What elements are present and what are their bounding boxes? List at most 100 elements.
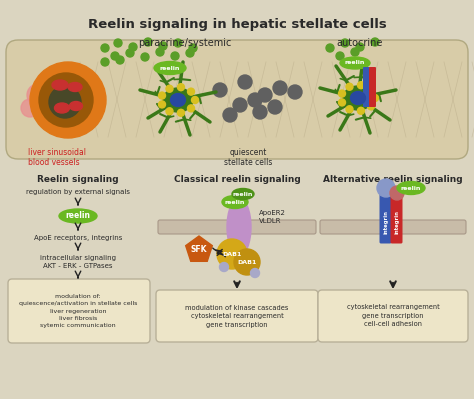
Circle shape	[166, 85, 173, 92]
Circle shape	[338, 99, 346, 106]
Circle shape	[49, 86, 81, 118]
Circle shape	[27, 84, 49, 106]
Text: reelin: reelin	[65, 211, 91, 221]
Circle shape	[116, 56, 124, 64]
Circle shape	[357, 82, 365, 89]
Text: integrin: integrin	[394, 210, 400, 234]
Circle shape	[356, 43, 364, 51]
Ellipse shape	[59, 209, 97, 223]
Circle shape	[177, 84, 184, 91]
Circle shape	[129, 43, 137, 51]
Ellipse shape	[154, 61, 186, 75]
FancyBboxPatch shape	[6, 40, 468, 159]
Circle shape	[351, 48, 359, 56]
Ellipse shape	[55, 103, 70, 113]
Text: reelin: reelin	[225, 200, 245, 205]
Ellipse shape	[222, 196, 248, 209]
Ellipse shape	[232, 188, 254, 200]
Ellipse shape	[68, 83, 82, 91]
Circle shape	[288, 85, 302, 99]
Circle shape	[371, 38, 379, 46]
Circle shape	[188, 88, 194, 95]
FancyBboxPatch shape	[320, 220, 466, 234]
Text: autocrine: autocrine	[337, 38, 383, 48]
Text: DAB1: DAB1	[222, 251, 242, 257]
Circle shape	[253, 105, 267, 119]
Circle shape	[268, 100, 282, 114]
Text: quiescent
stellate cells: quiescent stellate cells	[224, 148, 272, 168]
Circle shape	[171, 52, 179, 60]
Ellipse shape	[343, 86, 373, 110]
Circle shape	[341, 39, 349, 47]
Circle shape	[158, 92, 165, 99]
Circle shape	[219, 263, 228, 271]
Circle shape	[186, 49, 194, 57]
Circle shape	[326, 44, 334, 52]
Ellipse shape	[163, 88, 193, 112]
Circle shape	[101, 58, 109, 66]
Text: regulation by external signals: regulation by external signals	[26, 189, 130, 195]
Circle shape	[188, 105, 194, 112]
Circle shape	[35, 102, 55, 122]
FancyBboxPatch shape	[363, 67, 370, 107]
Circle shape	[367, 103, 374, 110]
FancyBboxPatch shape	[380, 188, 392, 243]
Circle shape	[372, 95, 379, 101]
Text: Reelin signaling: Reelin signaling	[37, 175, 119, 184]
Ellipse shape	[171, 93, 185, 107]
Text: liver sinusoidal
blood vessels: liver sinusoidal blood vessels	[28, 148, 86, 168]
Ellipse shape	[350, 91, 365, 105]
FancyBboxPatch shape	[391, 188, 402, 243]
Circle shape	[114, 39, 122, 47]
Text: paracrine/systemic: paracrine/systemic	[138, 38, 232, 48]
Circle shape	[166, 108, 173, 115]
Text: reelin: reelin	[160, 65, 180, 71]
Text: intracellular signaling
AKT - ERK - GTPases: intracellular signaling AKT - ERK - GTPa…	[40, 255, 116, 269]
Circle shape	[234, 249, 260, 275]
FancyBboxPatch shape	[369, 67, 376, 107]
FancyBboxPatch shape	[156, 290, 318, 342]
Text: DAB1: DAB1	[237, 259, 257, 265]
Text: ApoER2
VLDLR: ApoER2 VLDLR	[259, 210, 286, 224]
Text: reelin: reelin	[401, 186, 421, 190]
FancyBboxPatch shape	[158, 220, 316, 234]
Text: Classical reelin signaling: Classical reelin signaling	[173, 175, 301, 184]
Circle shape	[217, 239, 247, 269]
Ellipse shape	[397, 182, 425, 194]
Circle shape	[238, 75, 252, 89]
Circle shape	[336, 52, 344, 60]
Ellipse shape	[340, 57, 370, 69]
Ellipse shape	[227, 198, 251, 256]
Ellipse shape	[70, 101, 82, 111]
Circle shape	[346, 83, 353, 90]
Text: integrin: integrin	[383, 210, 389, 234]
Text: Alternative reelin signaling: Alternative reelin signaling	[323, 175, 463, 184]
Circle shape	[144, 38, 152, 46]
Circle shape	[189, 44, 197, 52]
Circle shape	[30, 62, 106, 138]
Circle shape	[101, 44, 109, 52]
Text: Reelin signaling in hepatic stellate cells: Reelin signaling in hepatic stellate cel…	[88, 18, 386, 31]
Circle shape	[177, 109, 184, 116]
Circle shape	[273, 81, 287, 95]
Circle shape	[390, 186, 404, 200]
Circle shape	[367, 86, 374, 93]
Text: modulation of kinase cascades
cytoskeletal rearrangement
gene transcription: modulation of kinase cascades cytoskelet…	[185, 304, 289, 328]
Text: reelin: reelin	[233, 192, 253, 196]
Circle shape	[39, 73, 93, 127]
Circle shape	[338, 90, 346, 97]
Text: ApoE receptors, integrins: ApoE receptors, integrins	[34, 235, 122, 241]
Circle shape	[174, 39, 182, 47]
Circle shape	[141, 53, 149, 61]
Circle shape	[158, 101, 165, 108]
Circle shape	[357, 107, 365, 114]
FancyBboxPatch shape	[8, 279, 150, 343]
Text: modulation of:
quiescence/activation in stellate cells
liver regeneration
liver : modulation of: quiescence/activation in …	[19, 294, 137, 328]
Circle shape	[248, 93, 262, 107]
Circle shape	[258, 88, 272, 102]
Circle shape	[159, 42, 167, 50]
Ellipse shape	[52, 80, 68, 90]
FancyBboxPatch shape	[318, 290, 468, 342]
Circle shape	[233, 98, 247, 112]
Circle shape	[250, 269, 259, 277]
